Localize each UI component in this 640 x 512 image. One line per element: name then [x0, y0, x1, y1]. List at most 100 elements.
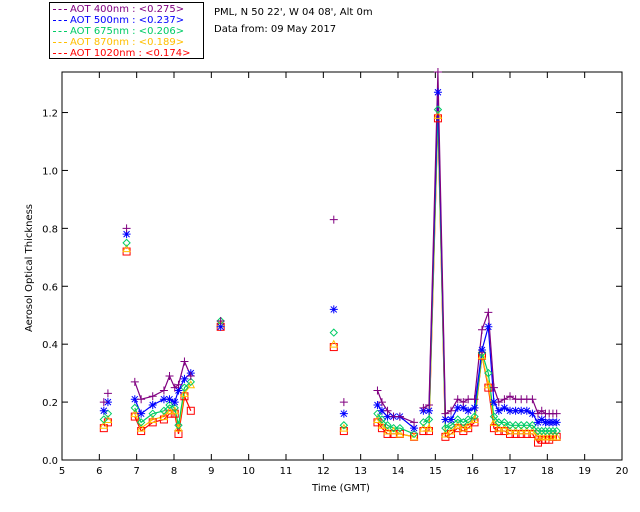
- point-aot-500nm: [165, 395, 174, 404]
- x-tick-label: 8: [171, 466, 177, 477]
- point-aot-500nm: [494, 406, 503, 415]
- point-aot-400nm: [180, 357, 189, 366]
- point-aot-870nm: [505, 426, 515, 435]
- point-aot-675nm: [180, 383, 189, 392]
- point-aot-675nm: [424, 415, 434, 424]
- point-aot-675nm: [537, 426, 546, 436]
- point-aot-870nm: [395, 429, 405, 438]
- legend-swatch-400nm: [53, 8, 67, 10]
- point-aot-870nm: [552, 432, 562, 441]
- point-aot-870nm: [159, 412, 169, 421]
- point-aot-675nm: [159, 406, 169, 415]
- point-aot-500nm: [137, 409, 146, 418]
- point-aot-500nm: [410, 424, 419, 433]
- point-aot-870nm: [484, 380, 493, 389]
- y-tick-label: 0.2: [42, 398, 58, 409]
- point-aot-500nm: [484, 322, 493, 331]
- point-aot-500nm: [500, 403, 509, 412]
- point-aot-870nm: [174, 423, 183, 432]
- point-aot-870nm: [339, 423, 349, 432]
- point-aot-870nm: [470, 414, 479, 423]
- point-aot-870nm: [446, 426, 456, 435]
- legend-entry-1020nm: AOT 1020nm : <0.174>: [53, 48, 190, 59]
- point-aot-675nm: [533, 426, 543, 436]
- point-aot-400nm: [484, 308, 493, 317]
- x-tick-label: 16: [466, 466, 479, 477]
- point-aot-500nm: [339, 409, 348, 418]
- point-aot-500nm: [459, 403, 468, 412]
- point-aot-675nm: [541, 426, 550, 436]
- legend-label-675nm: AOT 675nm : <0.206>: [70, 26, 185, 37]
- legend-entry-675nm: AOT 675nm : <0.206>: [53, 26, 184, 37]
- point-aot-675nm: [433, 105, 443, 114]
- point-aot-675nm: [489, 412, 499, 421]
- point-aot-870nm: [180, 388, 189, 397]
- x-tick-label: 18: [541, 466, 554, 477]
- x-tick-label: 14: [392, 466, 405, 477]
- point-aot-400nm: [506, 392, 514, 401]
- point-aot-500nm: [552, 418, 561, 427]
- point-aot-400nm: [453, 395, 462, 404]
- point-aot-675nm: [446, 421, 456, 430]
- y-tick-label: 0.4: [42, 340, 58, 351]
- y-tick-label: 0.0: [42, 456, 58, 467]
- legend-label-400nm: AOT 400nm : <0.275>: [70, 4, 185, 15]
- point-aot-500nm: [130, 395, 139, 404]
- point-aot-400nm: [552, 409, 561, 418]
- point-aot-400nm: [377, 398, 386, 407]
- point-aot-500nm: [464, 406, 473, 415]
- point-aot-675nm: [419, 418, 428, 427]
- point-aot-1020nm: [186, 406, 195, 415]
- point-aot-400nm: [99, 398, 108, 407]
- point-aot-400nm: [441, 409, 450, 418]
- x-tick-label: 10: [242, 466, 255, 477]
- point-aot-500nm: [528, 409, 537, 418]
- point-aot-675nm: [395, 423, 405, 433]
- point-aot-500nm: [447, 415, 456, 424]
- point-aot-675nm: [122, 238, 131, 248]
- x-tick-label: 6: [96, 466, 102, 477]
- point-aot-400nm: [424, 400, 433, 409]
- legend-swatch-1020nm: [53, 52, 67, 54]
- point-aot-675nm: [329, 328, 338, 337]
- point-aot-500nm: [517, 406, 526, 415]
- point-aot-500nm: [478, 345, 486, 354]
- x-tick-label: 9: [208, 466, 214, 477]
- legend-entry-400nm: AOT 400nm : <0.275>: [53, 4, 184, 15]
- point-aot-400nm: [339, 398, 348, 407]
- point-aot-400nm: [383, 406, 392, 415]
- y-tick-label: 1.0: [42, 166, 58, 177]
- point-aot-500nm: [506, 406, 514, 415]
- x-tick-label: 15: [429, 466, 442, 477]
- point-aot-500nm: [174, 386, 183, 395]
- point-aot-870nm: [453, 420, 463, 429]
- point-aot-1020nm: [174, 429, 183, 438]
- plot-frame: [61, 71, 623, 461]
- point-aot-500nm: [99, 406, 108, 415]
- point-aot-675nm: [186, 377, 196, 387]
- point-aot-400nm: [373, 386, 382, 395]
- point-aot-500nm: [489, 398, 498, 407]
- x-tick-label: 17: [504, 466, 517, 477]
- point-aot-675nm: [505, 421, 515, 430]
- date-text: Data from: 09 May 2017: [214, 24, 337, 35]
- point-aot-870nm: [424, 423, 434, 432]
- point-aot-400nm: [216, 317, 225, 326]
- point-aot-675nm: [463, 415, 473, 424]
- point-aot-500nm: [537, 415, 546, 424]
- x-tick-label: 20: [616, 466, 629, 477]
- point-aot-675nm: [552, 426, 561, 436]
- y-tick-label: 0.6: [42, 282, 58, 293]
- point-aot-870nm: [103, 414, 113, 423]
- point-aot-500nm: [511, 406, 520, 415]
- point-aot-870nm: [136, 423, 146, 432]
- point-aot-500nm: [424, 406, 433, 415]
- point-aot-500nm: [441, 415, 450, 424]
- y-tick-label: 1.2: [42, 109, 58, 120]
- point-aot-870nm: [130, 409, 140, 418]
- point-aot-500nm: [383, 412, 392, 421]
- point-aot-870nm: [500, 423, 509, 432]
- point-aot-675nm: [544, 426, 554, 436]
- point-aot-500nm: [522, 406, 531, 415]
- point-aot-500nm: [377, 406, 386, 415]
